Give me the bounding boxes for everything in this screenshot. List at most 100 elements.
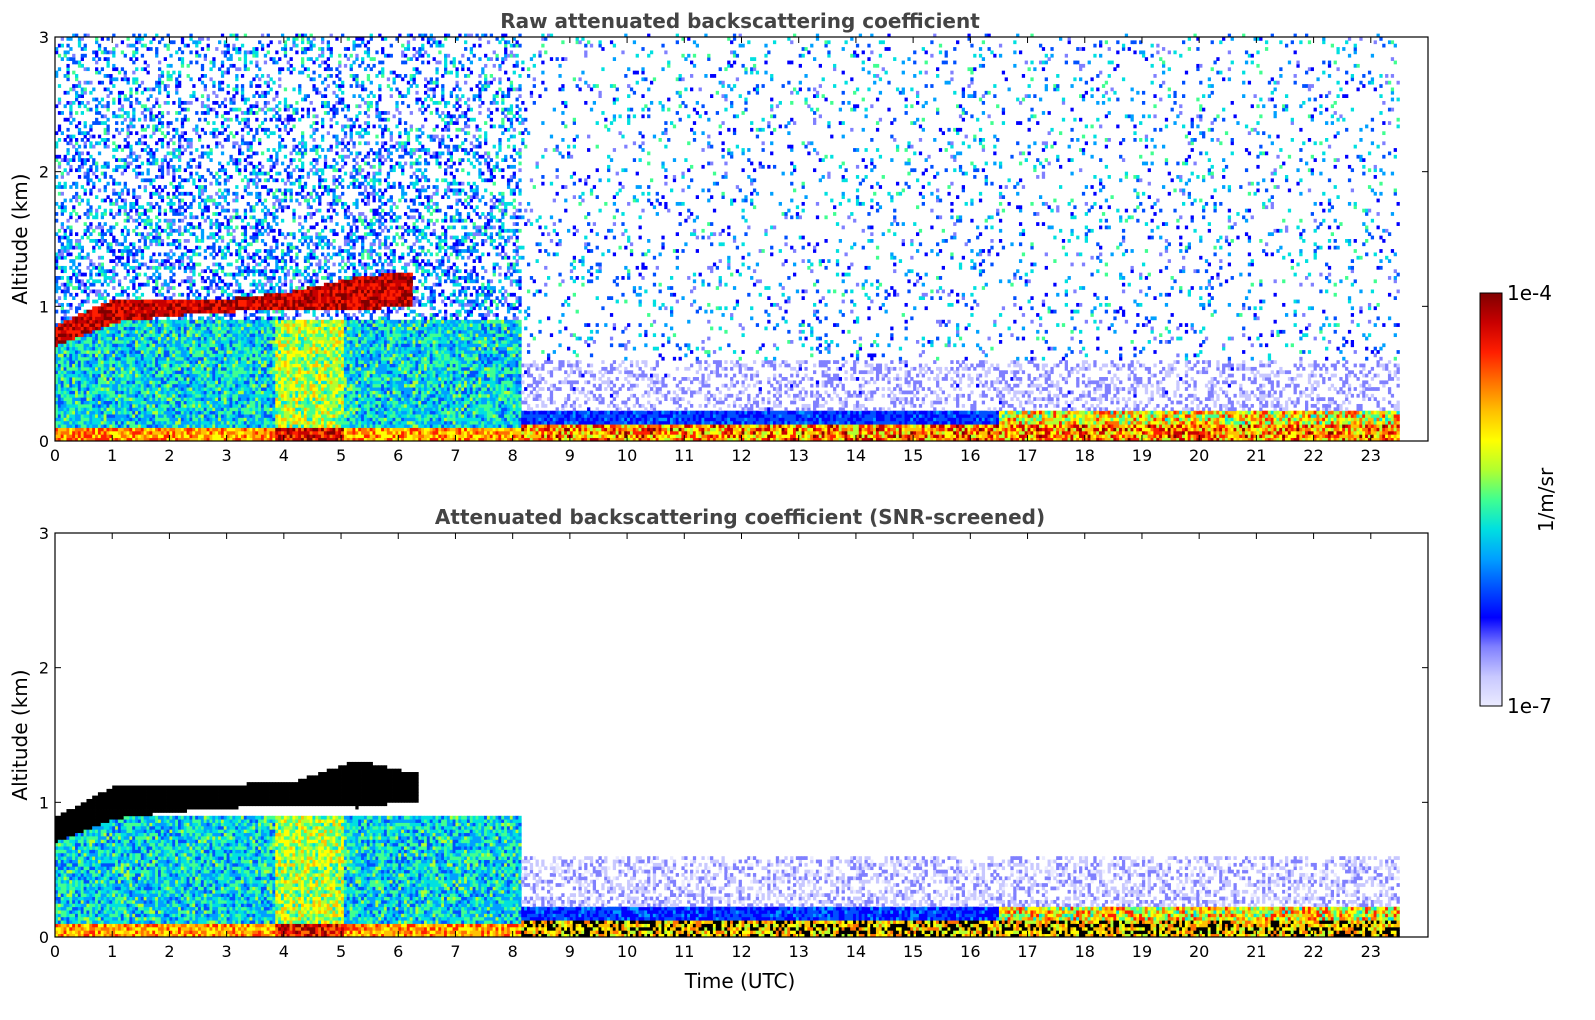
heatmap-cell xyxy=(75,111,78,115)
heatmap-cell xyxy=(72,347,75,351)
heatmap-cell xyxy=(66,101,69,105)
heatmap-cell xyxy=(95,266,98,270)
heatmap-cell xyxy=(86,370,89,374)
heatmap-cell xyxy=(89,165,92,169)
heatmap-cell xyxy=(89,81,92,85)
heatmap-cell xyxy=(75,404,78,408)
heatmap-cell xyxy=(66,303,69,307)
heatmap-cell xyxy=(72,71,75,75)
heatmap-cell xyxy=(81,407,84,411)
heatmap-cell xyxy=(64,384,67,388)
heatmap-cell xyxy=(69,242,72,246)
heatmap-cell xyxy=(61,205,64,209)
heatmap-cell xyxy=(89,431,92,435)
heatmap-cell xyxy=(64,158,67,162)
heatmap-cell xyxy=(81,273,84,277)
heatmap-cell xyxy=(92,145,95,149)
heatmap-cell xyxy=(78,81,81,85)
heatmap-cell xyxy=(84,121,87,125)
heatmap-cell xyxy=(61,316,64,320)
heatmap-cell xyxy=(58,367,61,371)
heatmap-cell xyxy=(92,316,95,320)
heatmap-cell xyxy=(92,364,95,368)
heatmap-cell xyxy=(92,246,95,250)
heatmap-cell xyxy=(86,327,89,331)
heatmap-cell xyxy=(86,199,89,203)
heatmap-cell xyxy=(66,397,69,401)
heatmap-cell xyxy=(95,428,98,432)
heatmap-cell xyxy=(84,232,87,236)
heatmap-cell xyxy=(64,313,67,317)
heatmap-cell xyxy=(92,239,95,243)
heatmap-cell xyxy=(64,404,67,408)
heatmap-cell xyxy=(81,428,84,432)
heatmap-cell xyxy=(64,340,67,344)
heatmap-cell xyxy=(92,50,95,54)
heatmap-cell xyxy=(72,391,75,395)
heatmap-cell xyxy=(72,57,75,61)
heatmap-cell xyxy=(78,397,81,401)
heatmap-cell xyxy=(72,387,75,391)
heatmap-cell xyxy=(84,141,87,145)
heatmap-cell xyxy=(61,327,64,331)
heatmap-cell xyxy=(86,353,89,357)
heatmap-cell xyxy=(84,421,87,425)
heatmap-cell xyxy=(69,394,72,398)
heatmap-cell xyxy=(95,61,98,65)
heatmap-cell xyxy=(92,353,95,357)
heatmap-cell xyxy=(92,290,95,294)
heatmap-cell xyxy=(75,340,78,344)
heatmap-cell xyxy=(61,350,64,354)
heatmap-cell xyxy=(84,54,87,58)
heatmap-cell xyxy=(61,353,64,357)
heatmap-cell xyxy=(69,165,72,169)
heatmap-cell xyxy=(81,111,84,115)
heatmap-cell xyxy=(84,374,87,378)
heatmap-cell xyxy=(69,411,72,415)
heatmap-cell xyxy=(84,310,87,314)
heatmap-cell xyxy=(72,421,75,425)
heatmap-cell xyxy=(61,380,64,384)
heatmap-cell xyxy=(95,50,98,54)
heatmap-cell xyxy=(61,377,64,381)
heatmap-cell xyxy=(84,377,87,381)
heatmap-cell xyxy=(69,320,72,324)
heatmap-cell xyxy=(78,428,81,432)
heatmap-cell xyxy=(78,411,81,415)
heatmap-cell xyxy=(64,293,67,297)
heatmap-cell xyxy=(81,347,84,351)
heatmap-cell xyxy=(86,175,89,179)
heatmap-cell xyxy=(95,175,98,179)
heatmap-cell xyxy=(66,414,69,418)
heatmap-cell xyxy=(81,374,84,378)
heatmap-cell xyxy=(58,431,61,435)
heatmap-cell xyxy=(72,384,75,388)
heatmap-cell xyxy=(58,377,61,381)
heatmap-cell xyxy=(75,350,78,354)
heatmap-cell xyxy=(61,131,64,135)
heatmap-cell xyxy=(78,417,81,421)
heatmap-cell xyxy=(84,47,87,51)
heatmap-cell xyxy=(72,323,75,327)
heatmap-cell xyxy=(78,242,81,246)
heatmap-cell xyxy=(86,209,89,213)
heatmap-cell xyxy=(95,279,98,283)
heatmap-cell xyxy=(95,323,98,327)
heatmap-cell xyxy=(84,104,87,108)
figure: Raw attenuated backscattering coefficien… xyxy=(0,0,1595,1020)
heatmap-cell xyxy=(66,353,69,357)
heatmap-cell xyxy=(66,172,69,176)
heatmap-cell xyxy=(81,151,84,155)
heatmap-cell xyxy=(72,259,75,263)
heatmap-cell xyxy=(64,391,67,395)
heatmap-cell xyxy=(61,306,64,310)
heatmap-cell xyxy=(84,172,87,176)
heatmap-cell xyxy=(84,290,87,294)
heatmap-cell xyxy=(84,283,87,287)
heatmap-cell xyxy=(81,236,84,240)
heatmap-cell xyxy=(89,411,92,415)
heatmap-cell xyxy=(84,424,87,428)
heatmap-cell xyxy=(66,226,69,230)
heatmap-cell xyxy=(75,337,78,341)
heatmap-cell xyxy=(84,222,87,226)
